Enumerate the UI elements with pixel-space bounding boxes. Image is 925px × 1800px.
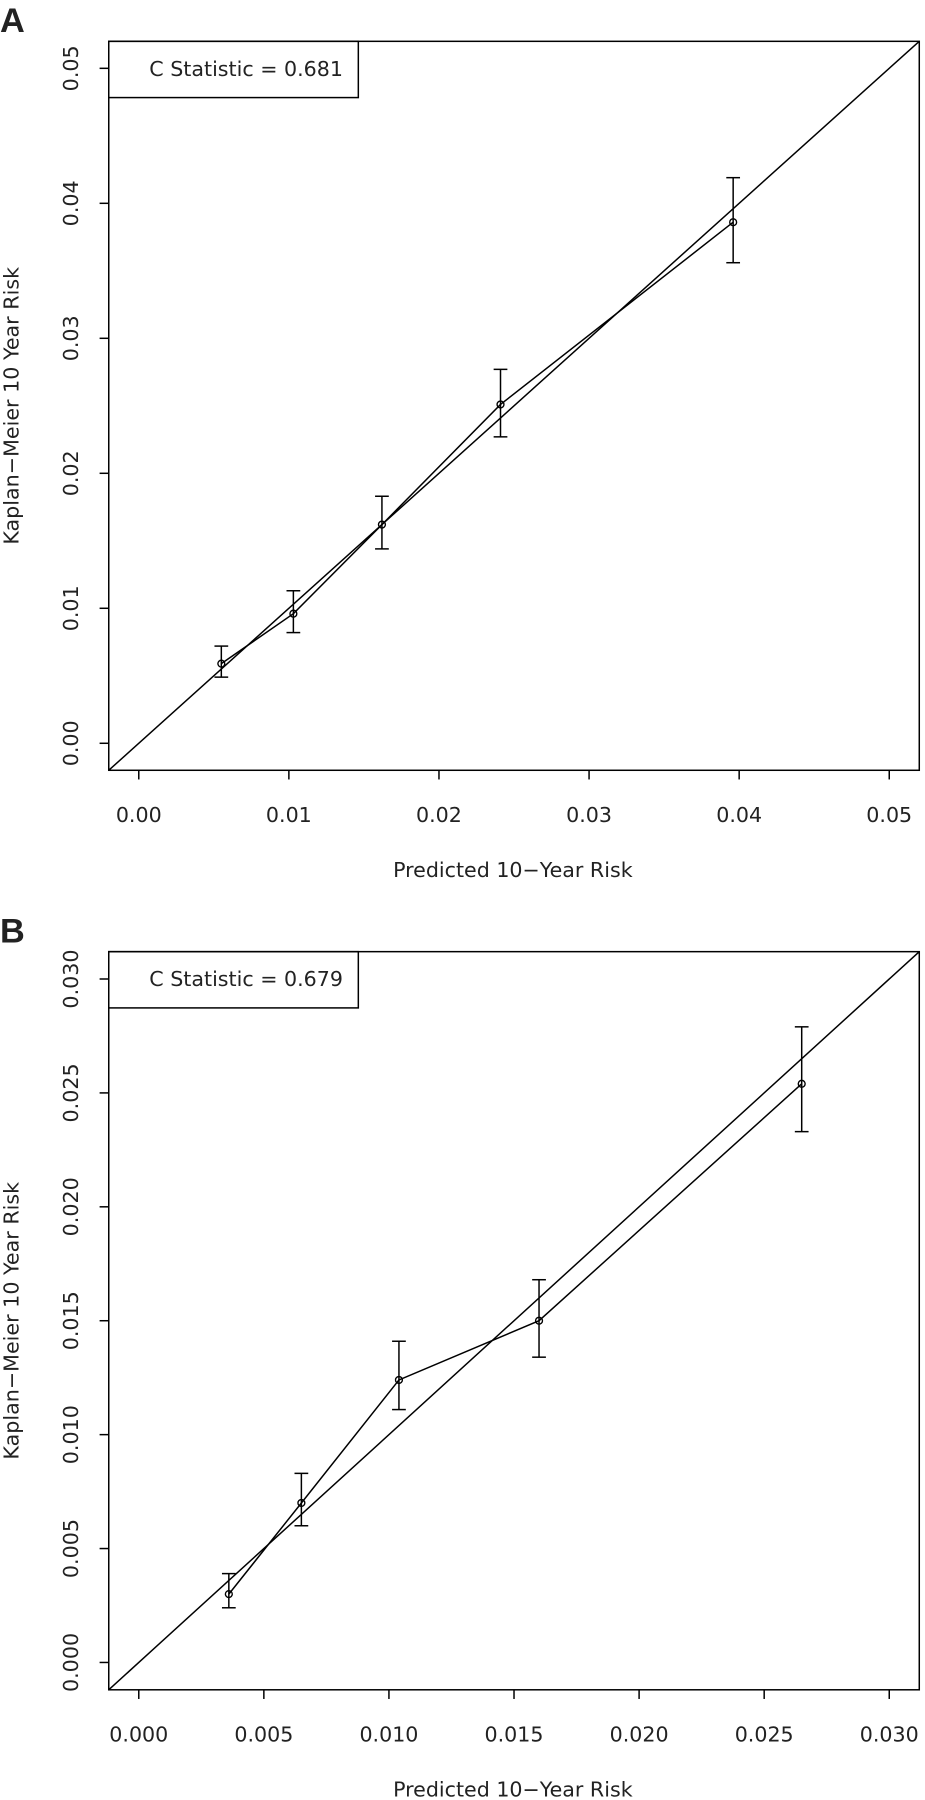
error-bar: [286, 589, 301, 634]
error-bar: [392, 1340, 406, 1411]
y-tick-label: 0.03: [59, 315, 83, 361]
y-tick-label: 0.010: [59, 1405, 83, 1464]
error-bar: [794, 1026, 809, 1133]
y-axis-label: Kaplan−Meier 10 Year Risk: [0, 267, 23, 545]
calibration-line: [220, 221, 734, 665]
x-tick-label: 0.030: [860, 1722, 919, 1746]
y-axis-label: Kaplan−Meier 10 Year Risk: [0, 1182, 23, 1460]
point: [217, 659, 226, 668]
point: [377, 520, 387, 529]
x-axis-label: Predicted 10−Year Risk: [393, 858, 633, 882]
x-tick-label: 0.025: [735, 1722, 794, 1746]
x-tick-label: 0.03: [566, 803, 612, 827]
y-tick-label: 0.015: [59, 1291, 83, 1350]
point: [534, 1316, 544, 1325]
reference-line: [108, 41, 920, 771]
error-bar: [375, 495, 389, 550]
calibration-line: [228, 1083, 803, 1595]
point: [496, 400, 505, 409]
y-tick-label: 0.005: [59, 1519, 83, 1578]
annotation-box: [108, 950, 360, 1009]
x-axis-label: Predicted 10−Year Risk: [393, 1778, 633, 1800]
x-tick-label: 0.005: [234, 1722, 293, 1746]
y-tick-label: 0.030: [59, 949, 83, 1008]
panel: A C Statistic = 0.681 0.00 0.01 0.02 0.03 0.04…: [0, 2, 921, 882]
point: [297, 1498, 306, 1508]
panel: B C Statistic = 0.679 0.000 0.005 0.010 0.015…: [0, 912, 921, 1800]
x-tick-label: 0.015: [485, 1722, 544, 1746]
point: [224, 1589, 233, 1599]
error-bar: [214, 645, 229, 678]
reference-line: [108, 951, 920, 1690]
y-tick-label: 0.000: [59, 1633, 83, 1692]
x-tick-label: 0.020: [610, 1722, 669, 1746]
y-tick-label: 0.02: [59, 450, 83, 496]
x-tick-label: 0.05: [866, 803, 912, 827]
panel-label: A: [0, 2, 25, 40]
error-bar: [726, 176, 741, 264]
y-tick-label: 0.020: [59, 1177, 83, 1236]
x-tick-label: 0.02: [416, 803, 462, 827]
y-tick-label: 0.04: [59, 180, 83, 226]
y-tick-label: 0.00: [59, 720, 83, 766]
x-tick-label: 0.00: [116, 803, 162, 827]
y-tick-label: 0.01: [59, 585, 83, 631]
x-tick-label: 0.01: [266, 803, 312, 827]
y-tick-label: 0.025: [59, 1063, 83, 1122]
x-tick-label: 0.000: [109, 1722, 168, 1746]
point: [394, 1375, 404, 1385]
plot-frame: [108, 40, 921, 772]
annotation-box: [108, 40, 360, 99]
point: [289, 609, 298, 618]
point: [797, 1079, 806, 1088]
annotation: C Statistic = 0.681: [149, 57, 343, 81]
point: [729, 218, 738, 227]
y-tick-label: 0.05: [59, 45, 83, 91]
x-tick-label: 0.04: [716, 803, 762, 827]
x-tick-label: 0.010: [359, 1722, 418, 1746]
annotation: C Statistic = 0.679: [149, 967, 343, 991]
panel-label: B: [0, 912, 25, 950]
error-bar: [493, 368, 508, 438]
error-bar: [532, 1278, 546, 1358]
